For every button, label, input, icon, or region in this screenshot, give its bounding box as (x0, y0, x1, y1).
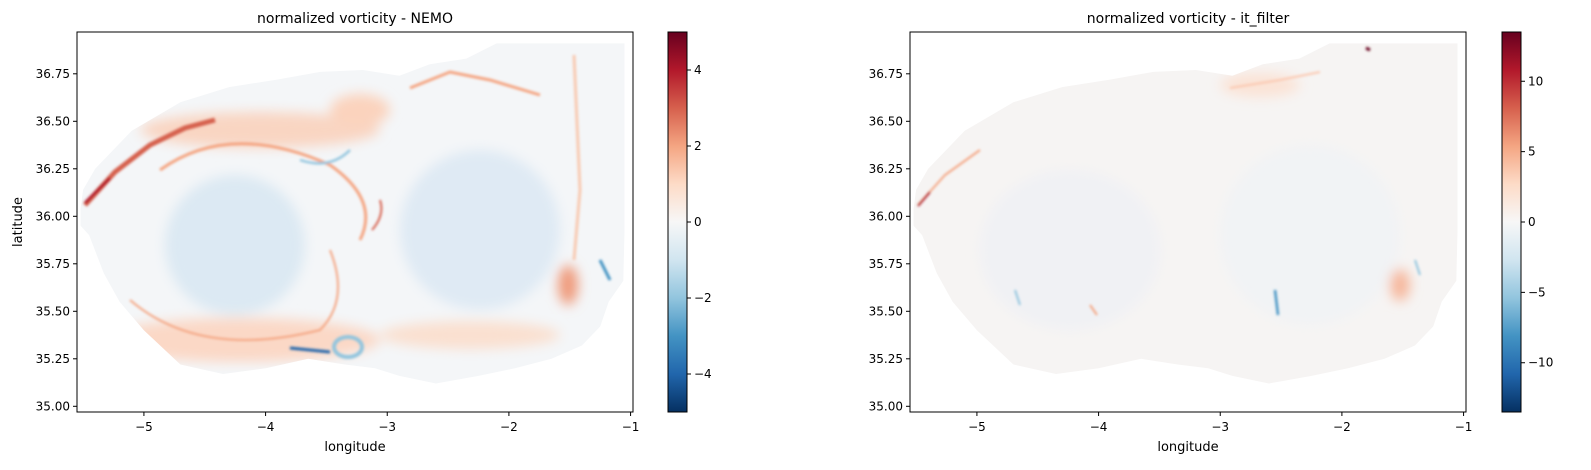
panel-nemo: normalized vorticity - NEMO (11, 11, 712, 455)
colorbar-tick-label: 10 (1528, 74, 1543, 88)
field-blobs-nemo (100, 94, 578, 362)
patch-southeast-nemo (380, 321, 560, 349)
plot-area-nemo: −5 −4 −3 −2 −1 35.00 35.25 35.50 35.75 36.00 36.2… (11, 31, 639, 455)
x-tick-label: −2 (1333, 420, 1351, 434)
chart-title-nemo: normalized vorticity - NEMO (257, 11, 453, 27)
filament-blue-3-it-filter (1414, 259, 1421, 276)
colorbar-tick-label: −4 (694, 367, 712, 381)
y-axis-it-filter: 35.00 35.25 35.50 35.75 36.00 36.25 36.50 36.75 (869, 67, 910, 413)
x-tick-label: −3 (378, 420, 396, 434)
y-tick-label: 36.00 (36, 209, 70, 223)
colorbar-ticks-it-filter: −10 −5 0 5 10 (1521, 74, 1553, 370)
colorbar-ticks-nemo: −4 −2 0 2 4 (687, 63, 712, 381)
eddy-east-nemo (400, 150, 560, 310)
plot-frame-it-filter (909, 31, 1467, 413)
x-axis-nemo: −5 −4 −3 −2 −1 (135, 412, 639, 434)
patch-center-nemo (330, 94, 390, 126)
colorbar-tick-label: −10 (1528, 356, 1553, 370)
y-tick-label: 36.75 (36, 67, 70, 81)
field-filaments-nemo (83, 54, 612, 359)
panel-it-filter: normalized vorticity - it_filter (869, 11, 1554, 455)
filament-channel-it-filter (1365, 46, 1371, 52)
colorbar-tick-label: 0 (694, 215, 702, 229)
y-axis-label-nemo: latitude (11, 197, 26, 247)
x-tick-label: −4 (257, 420, 275, 434)
filament-ring-nemo (129, 249, 339, 341)
y-tick-label: 35.25 (36, 352, 70, 366)
y-tick-label: 36.00 (869, 209, 903, 223)
filament-south-blue-nemo (289, 346, 331, 354)
vorticity-field-it-filter (913, 43, 1458, 384)
y-tick-label: 35.00 (36, 399, 70, 413)
y-axis-nemo: 35.00 35.25 35.50 35.75 36.00 36.25 36.50 36.75 (36, 67, 77, 413)
filament-blue-nemo (299, 149, 351, 165)
filament-north-it-filter (1229, 71, 1321, 89)
filament-center-nemo (371, 199, 383, 231)
patch-east-nemo (558, 265, 578, 305)
plot-area-it-filter: −5 −4 −3 −2 −1 35.00 35.25 35.50 35.75 36.00 36.2… (869, 31, 1472, 455)
y-tick-label: 36.25 (36, 162, 70, 176)
eddy-west-nemo (165, 175, 305, 315)
y-tick-label: 35.75 (36, 257, 70, 271)
filament-coast-dark-nemo (83, 176, 112, 205)
eddy-east-it-filter (1220, 145, 1400, 325)
x-axis-label-it-filter: longitude (1157, 440, 1218, 455)
colorbar-tick-label: −2 (694, 291, 712, 305)
y-tick-label: 36.25 (869, 162, 903, 176)
colorbar-tick-label: −5 (1528, 285, 1546, 299)
y-tick-label: 36.50 (36, 114, 70, 128)
filament-arc-nemo (159, 142, 368, 241)
x-tick-label: −3 (1211, 420, 1229, 434)
filament-blue-1-it-filter (1273, 289, 1280, 316)
field-filaments-it-filter (917, 46, 1421, 316)
x-tick-label: −2 (500, 420, 518, 434)
filament-east-blue-nemo (598, 259, 612, 281)
y-tick-label: 35.50 (36, 304, 70, 318)
filament-coast-dark-it-filter (917, 191, 931, 207)
x-tick-label: −4 (1090, 420, 1108, 434)
x-tick-label: −5 (968, 420, 986, 434)
patch-north-it-filter (1220, 73, 1300, 97)
filament-north-nemo (409, 70, 541, 97)
ring-north-nemo (140, 112, 380, 148)
colorbar-nemo: −4 −2 0 2 4 (667, 31, 712, 413)
x-tick-label: −5 (135, 420, 153, 434)
x-tick-label: −1 (622, 420, 640, 434)
plot-frame-nemo (76, 31, 634, 413)
colorbar-tick-label: 4 (694, 63, 702, 77)
patch-east-it-filter (1390, 269, 1410, 301)
filament-red-it-filter (1089, 304, 1098, 316)
chart-title-it-filter: normalized vorticity - it_filter (1087, 11, 1290, 27)
y-tick-label: 35.00 (869, 399, 903, 413)
filament-blue-2-it-filter (1014, 289, 1021, 306)
y-tick-label: 35.75 (869, 257, 903, 271)
x-axis-it-filter: −5 −4 −3 −2 −1 (968, 412, 1472, 434)
y-tick-label: 36.75 (869, 67, 903, 81)
eddy-small-south-nemo (332, 335, 364, 359)
colorbar-tick-label: 2 (694, 139, 702, 153)
y-tick-label: 35.25 (869, 352, 903, 366)
colorbar-tick-label: 5 (1528, 145, 1536, 159)
colorbar-it-filter: −10 −5 0 5 10 (1501, 31, 1553, 413)
y-tick-label: 35.50 (869, 304, 903, 318)
x-axis-label-nemo: longitude (324, 440, 385, 455)
colorbar-gradient-nemo (667, 31, 688, 413)
x-tick-label: −1 (1455, 420, 1473, 434)
eddy-west-it-filter (980, 170, 1160, 330)
y-tick-label: 36.50 (869, 114, 903, 128)
filament-channel-nemo (572, 54, 582, 261)
colorbar-gradient-it-filter (1501, 31, 1522, 413)
colorbar-tick-label: 0 (1528, 215, 1536, 229)
